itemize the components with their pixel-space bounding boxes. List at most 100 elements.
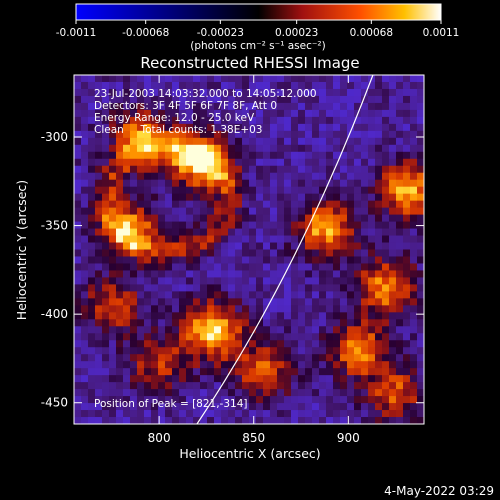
heatmap-cell — [123, 221, 131, 230]
heatmap-cell — [319, 284, 327, 292]
heatmap-cell — [102, 389, 110, 397]
heatmap-cell — [354, 186, 362, 195]
heatmap-cell — [403, 151, 411, 160]
heatmap-cell — [144, 151, 152, 160]
heatmap-cell — [333, 165, 341, 174]
heatmap-cell — [235, 312, 243, 320]
heatmap-cell — [221, 270, 229, 279]
heatmap-cell — [312, 326, 320, 334]
y-tick-label: -300 — [41, 130, 68, 144]
heatmap-cell — [221, 214, 229, 223]
heatmap-cell — [256, 305, 264, 313]
heatmap-cell — [319, 291, 327, 299]
heatmap-cell — [333, 207, 341, 216]
heatmap-cell — [172, 403, 180, 411]
heatmap-cell — [214, 242, 222, 251]
heatmap-cell — [207, 165, 215, 174]
heatmap-cell — [137, 396, 145, 404]
heatmap-cell — [312, 75, 320, 83]
heatmap-cell — [270, 75, 278, 83]
heatmap-cell — [102, 312, 110, 320]
heatmap-cell — [277, 256, 285, 265]
heatmap-cell — [144, 361, 152, 369]
heatmap-cell — [410, 228, 418, 237]
heatmap-cell — [375, 137, 383, 146]
heatmap-cell — [151, 158, 159, 167]
heatmap-cell — [228, 347, 236, 355]
heatmap-cell — [74, 144, 82, 153]
heatmap-cell — [284, 193, 292, 202]
heatmap-cell — [256, 410, 264, 418]
heatmap-cell — [347, 291, 355, 299]
heatmap-cell — [102, 298, 110, 306]
heatmap-cell — [389, 130, 397, 139]
heatmap-cell — [179, 382, 187, 390]
heatmap-cell — [263, 242, 271, 251]
heatmap-cell — [396, 172, 404, 181]
heatmap-cell — [249, 389, 257, 397]
heatmap-cell — [284, 305, 292, 313]
heatmap-cell — [214, 347, 222, 355]
heatmap-cell — [312, 291, 320, 299]
heatmap-cell — [207, 256, 215, 265]
heatmap-cell — [88, 354, 96, 362]
heatmap-cell — [88, 298, 96, 306]
heatmap-cell — [312, 312, 320, 320]
heatmap-cell — [158, 333, 166, 341]
heatmap-cell — [396, 228, 404, 237]
heatmap-cell — [340, 417, 348, 424]
heatmap-cell — [109, 151, 117, 160]
heatmap-cell — [403, 382, 411, 390]
heatmap-cell — [319, 410, 327, 418]
heatmap-cell — [368, 403, 376, 411]
heatmap-cell — [235, 375, 243, 383]
heatmap-cell — [354, 354, 362, 362]
heatmap-cell — [88, 200, 96, 209]
heatmap-cell — [242, 130, 250, 139]
heatmap-cell — [375, 417, 383, 424]
heatmap-cell — [284, 403, 292, 411]
heatmap-cell — [270, 326, 278, 334]
heatmap-cell — [410, 109, 418, 118]
heatmap-cell — [284, 382, 292, 390]
heatmap-cell — [277, 249, 285, 258]
heatmap-cell — [375, 109, 383, 118]
heatmap-cell — [186, 102, 194, 111]
heatmap-cell — [179, 354, 187, 362]
heatmap-cell — [249, 375, 257, 383]
heatmap-cell — [158, 81, 166, 90]
heatmap-cell — [214, 263, 222, 272]
heatmap-cell — [340, 291, 348, 299]
heatmap-cell — [403, 158, 411, 167]
heatmap-cell — [270, 88, 278, 97]
heatmap-cell — [291, 375, 299, 383]
heatmap-cell — [144, 291, 152, 299]
heatmap-cell — [88, 368, 96, 376]
heatmap-cell — [179, 361, 187, 369]
heatmap-cell — [249, 417, 257, 424]
heatmap-cell — [144, 368, 152, 376]
heatmap-cell — [305, 151, 313, 160]
heatmap-cell — [347, 102, 355, 111]
heatmap-cell — [354, 172, 362, 181]
heatmap-cell — [172, 368, 180, 376]
colorbar-tick-label: 0.0011 — [423, 27, 460, 39]
heatmap-cell — [172, 193, 180, 202]
heatmap-cell — [88, 270, 96, 279]
heatmap-cell — [221, 263, 229, 272]
heatmap-cell — [382, 179, 390, 188]
heatmap-cell — [123, 158, 131, 167]
heatmap-cell — [109, 81, 117, 90]
heatmap-cell — [375, 165, 383, 174]
heatmap-cell — [368, 102, 376, 111]
heatmap-cell — [417, 326, 424, 334]
colorbar-unit-label: (photons cm⁻² s⁻¹ asec⁻²) — [190, 40, 325, 52]
heatmap-cell — [361, 221, 369, 230]
heatmap-cell — [186, 207, 194, 216]
heatmap-cell — [403, 291, 411, 299]
heatmap-cell — [410, 179, 418, 188]
heatmap-cell — [221, 319, 229, 327]
heatmap-cell — [228, 312, 236, 320]
heatmap-cell — [193, 396, 201, 404]
heatmap-cell — [340, 75, 348, 83]
